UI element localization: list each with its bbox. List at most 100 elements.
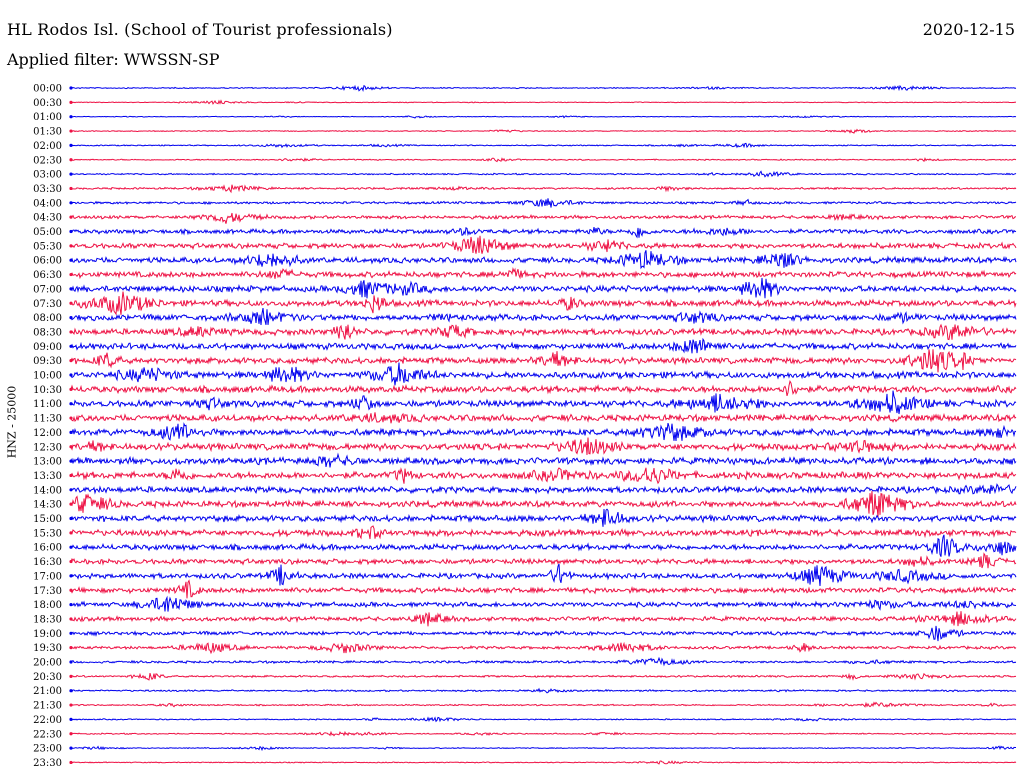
trace-start-dot	[69, 559, 73, 564]
time-label-1900: 19:00	[33, 629, 62, 640]
trace-0330	[70, 184, 1017, 194]
time-label-0100: 01:00	[33, 112, 62, 123]
trace-0430	[70, 212, 1017, 224]
time-label-1300: 13:00	[33, 457, 62, 468]
trace-2130	[70, 701, 1017, 708]
time-label-1800: 18:00	[33, 600, 62, 611]
time-label-0830: 08:30	[33, 327, 62, 338]
time-label-1400: 14:00	[33, 485, 62, 496]
time-label-2000: 20:00	[33, 658, 62, 669]
trace-0500	[70, 226, 1017, 239]
time-label-0730: 07:30	[33, 299, 62, 310]
time-label-0200: 02:00	[33, 141, 62, 152]
time-label-1200: 12:00	[33, 428, 62, 439]
trace-0530	[70, 235, 1017, 254]
trace-2030	[70, 672, 1017, 681]
trace-start-dot	[69, 631, 73, 635]
time-label-1730: 17:30	[33, 586, 62, 597]
trace-start-dot	[69, 760, 73, 765]
trace-start-dot	[69, 502, 73, 506]
time-label-0600: 06:00	[33, 256, 62, 267]
trace-1000	[70, 362, 1017, 386]
trace-0700	[70, 277, 1017, 299]
time-label-2030: 20:30	[33, 672, 62, 683]
trace-start-dot	[69, 674, 73, 678]
time-label-1600: 16:00	[33, 543, 62, 554]
trace-start-dot	[69, 717, 73, 722]
trace-0800	[70, 308, 1017, 326]
trace-start-dot	[69, 516, 73, 521]
trace-start-dot	[69, 574, 73, 578]
time-label-0500: 05:00	[33, 227, 62, 238]
time-label-1430: 14:30	[33, 500, 62, 511]
time-label-1130: 11:30	[33, 414, 62, 425]
trace-1230	[70, 437, 1017, 455]
time-label-0230: 02:30	[33, 155, 62, 166]
trace-start-dot	[69, 272, 73, 277]
trace-start-dot	[69, 732, 73, 736]
time-label-2300: 23:00	[33, 744, 62, 755]
trace-start-dot	[69, 617, 73, 621]
trace-1930	[71, 641, 1017, 655]
trace-2100	[70, 687, 1017, 694]
trace-1130	[70, 412, 1017, 424]
time-label-1030: 10:30	[33, 385, 62, 396]
time-label-1630: 16:30	[33, 557, 62, 568]
trace-1430	[70, 491, 1017, 517]
trace-start-dot	[69, 545, 73, 549]
trace-0130	[70, 128, 1017, 134]
trace-2300	[70, 745, 1016, 752]
station-title: HL Rodos Isl. (School of Tourist profess…	[7, 20, 393, 39]
trace-1300	[70, 452, 1017, 468]
time-label-2230: 22:30	[33, 729, 62, 740]
trace-2330	[70, 760, 1017, 765]
trace-0300	[70, 170, 1017, 178]
time-label-0800: 08:00	[33, 313, 62, 324]
trace-0230	[70, 157, 1017, 163]
time-label-1700: 17:00	[33, 571, 62, 582]
time-label-0630: 06:30	[33, 270, 62, 281]
record-date: 2020-12-15	[922, 20, 1015, 39]
time-label-2200: 22:00	[33, 715, 62, 726]
trace-start-dot	[69, 86, 73, 90]
time-label-1100: 11:00	[33, 399, 62, 410]
trace-1100	[70, 390, 1017, 415]
time-label-1000: 10:00	[33, 371, 62, 382]
trace-2230	[70, 730, 1017, 737]
trace-start-dot	[69, 373, 73, 377]
trace-1400	[70, 483, 1017, 495]
trace-1600	[70, 534, 1017, 557]
time-label-0900: 09:00	[33, 342, 62, 353]
time-label-0000: 00:00	[33, 84, 62, 95]
time-label-1530: 15:30	[33, 528, 62, 539]
trace-start-dot	[69, 459, 73, 463]
filter-label: Applied filter: WWSSN-SP	[7, 50, 220, 69]
trace-1200	[70, 422, 1017, 441]
trace-1630	[70, 552, 1017, 569]
trace-start-dot	[69, 402, 73, 406]
trace-0900	[70, 337, 1017, 354]
trace-0930	[70, 349, 1017, 373]
trace-start-dot	[69, 445, 73, 449]
trace-start-dot	[69, 158, 73, 162]
trace-start-dot	[69, 258, 73, 262]
time-label-0430: 04:30	[33, 213, 62, 224]
time-label-0130: 01:30	[33, 127, 62, 138]
time-label-1830: 18:30	[33, 614, 62, 625]
trace-0600	[70, 250, 1017, 270]
trace-start-dot	[69, 287, 73, 291]
trace-0630	[70, 266, 1017, 280]
time-label-0030: 00:30	[33, 98, 62, 109]
trace-start-dot	[69, 172, 73, 176]
trace-1330	[70, 467, 1017, 485]
trace-start-dot	[69, 100, 73, 104]
trace-1030	[70, 379, 1017, 397]
time-label-0930: 09:30	[33, 356, 62, 367]
time-label-1330: 13:30	[33, 471, 62, 482]
trace-start-dot	[69, 703, 73, 707]
time-label-1230: 12:30	[33, 442, 62, 453]
trace-start-dot	[69, 473, 73, 478]
trace-0730	[70, 291, 1017, 316]
time-label-0700: 07:00	[33, 284, 62, 295]
